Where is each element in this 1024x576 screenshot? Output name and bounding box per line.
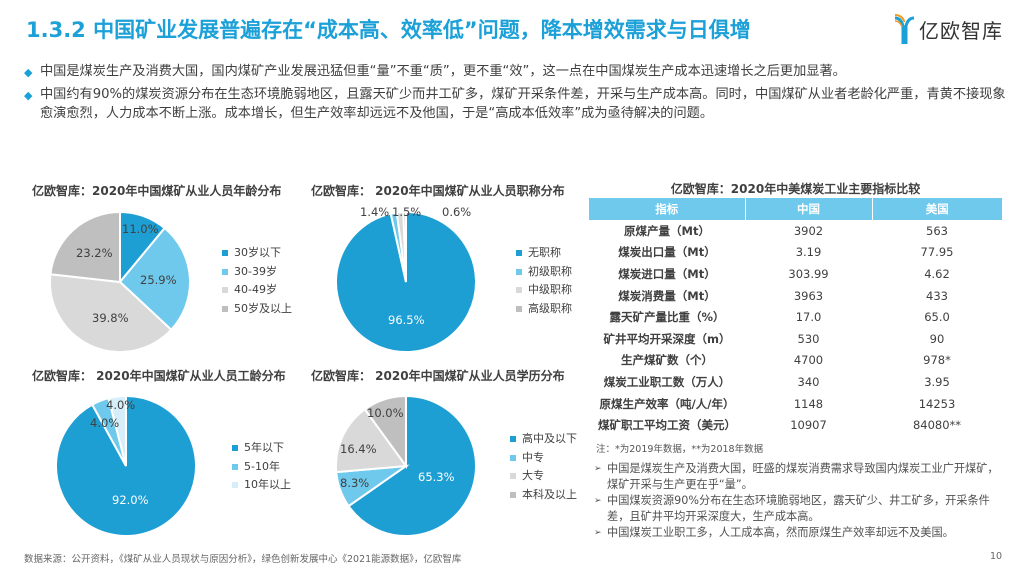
seniority-legend: 5年以下 5-10年 10年以上 (232, 439, 291, 495)
education-legend: 高中及以下 中专 大专 本科及以上 (510, 430, 577, 504)
pie-slice (107, 394, 127, 467)
logo-icon (894, 14, 915, 44)
conclusions-list: ➢ 中国是煤炭生产及消费大国，旺盛的煤炭消费需求导致国内煤炭工业广开煤矿，煤矿开采… (594, 461, 1004, 543)
arrow-bullet-icon: ➢ (594, 496, 602, 506)
table-row: 煤矿职工平均工资（美元） 10907 84080** (598, 418, 962, 433)
pie-slice (49, 273, 173, 353)
table-row: 露天矿产量比重（%） 17.0 65.0 (609, 310, 950, 325)
conclusion-item: ➢ 中国煤炭工业职工多，人工成本高，然而原煤生产效率却远不及美国。 (594, 525, 1004, 542)
seniority-chart-title: 亿欧智库： 2020年中国煤矿从业人员工龄分布 (32, 369, 286, 383)
legend-swatch (222, 287, 228, 294)
pie-slice (402, 210, 407, 283)
table-title: 亿欧智库：2020年中美煤炭工业主要指标比较 (670, 182, 921, 196)
table-row: 原煤生产效率（吨/人/年） 1148 14253 (599, 396, 956, 411)
table-row: 煤炭消费量（Mt） 3963 433 (618, 288, 948, 303)
pie-slice (363, 394, 407, 470)
logo-text: 亿欧智库 (919, 18, 1003, 43)
table-row: 生产煤矿数（个） 4700 978* (621, 353, 951, 368)
professional-title-pie-chart (335, 210, 477, 353)
legend-swatch (222, 268, 228, 275)
seniority-pie-chart (55, 394, 197, 537)
conclusion-item: ➢ 中国煤炭资源90%分布在生态环境脆弱地区，露天矿少、井工矿多，开采条件差，且矿… (594, 494, 990, 523)
comparison-table: 指标 中国 美国 原煤产量（Mt） 3902 563 煤炭出口量（Mt） 3.19 77… (589, 198, 1002, 436)
table-note: 注：*为2019年数据，**为2018年数据 (596, 444, 764, 455)
intro-bullet: ◆ 中国约有90%的煤炭资源分布在生态环境脆弱地区，且露天矿少而井工矿多，煤矿开… (24, 87, 1006, 121)
pie-slice (49, 210, 121, 284)
age-pie-chart (49, 210, 191, 353)
table-row: 矿井平均开采深度（m） 530 90 (603, 331, 945, 346)
intro-bullets: ◆ 中国是煤炭生产及消费大国，国内煤矿产业发展迅猛但重“量”不重“质”，更不重“… (24, 62, 1014, 126)
legend-swatch (222, 305, 228, 312)
education-chart-title: 亿欧智库： 2020年中国煤矿从业人员学历分布 (311, 369, 565, 383)
arrow-bullet-icon: ➢ (594, 464, 602, 474)
table-header-row: 指标 中国 美国 (589, 198, 1002, 220)
age-chart-title: 亿欧智库：2020年中国煤矿从业人员年龄分布 (32, 184, 282, 198)
page-title: 1.3.2 中国矿业发展普遍存在“成本高、效率低”问题，降本增效需求与日俱增 (26, 18, 751, 42)
logo: 亿欧智库 (893, 14, 1003, 44)
age-legend: 30岁以下 30-39岁 40-49岁 50岁及以上 (222, 244, 292, 318)
table-row: 煤炭进口量（Mt） 303.99 4.62 (618, 266, 950, 281)
table-row: 煤炭工业职工数（万人） 340 3.95 (603, 374, 950, 389)
title-chart-title: 亿欧智库： 2020年中国煤矿从业人员职称分布 (311, 184, 565, 198)
education-pie-chart (335, 394, 477, 537)
diamond-icon: ◆ (24, 89, 33, 102)
conclusion-item: ➢ 中国是煤炭生产及消费大国，旺盛的煤炭消费需求导致国内煤炭工业广开煤矿，煤矿开采… (594, 462, 999, 491)
pie-slice (118, 226, 191, 332)
pie-slice (347, 394, 477, 537)
legend-swatch (222, 250, 228, 257)
table-row: 煤炭出口量（Mt） 3.19 77.95 (618, 245, 954, 260)
table-row: 原煤产量（Mt） 3902 563 (624, 223, 948, 238)
title-legend: 无职称 初级职称 中级职称 高级职称 (516, 244, 572, 318)
diamond-icon: ◆ (24, 66, 33, 79)
source-note: 数据来源：公开资料，《煤矿从业人员现状与原因分析》，绿色创新发展中心《2021能… (24, 554, 462, 565)
page-number: 10 (990, 551, 1003, 562)
intro-bullet: ◆ 中国是煤炭生产及消费大国，国内煤矿产业发展迅猛但重“量”不重“质”，更不重“… (24, 62, 1014, 82)
pie-slice (335, 407, 408, 474)
arrow-bullet-icon: ➢ (594, 528, 602, 538)
